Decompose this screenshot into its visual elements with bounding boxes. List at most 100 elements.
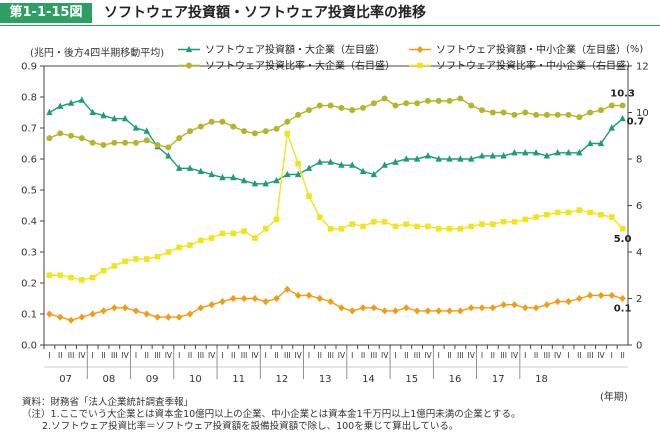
data-point xyxy=(532,149,540,156)
quarter-tick-label: IV xyxy=(554,351,562,360)
note-1: （注）1.ここでいう大企業とは資本金10億円以上の企業、中小企業とは資本金1千万… xyxy=(22,409,521,420)
data-point xyxy=(295,160,301,167)
data-point xyxy=(532,304,540,312)
quarter-tick-label: I xyxy=(567,351,569,360)
data-point xyxy=(121,114,129,122)
data-point xyxy=(241,228,247,234)
data-point xyxy=(511,111,518,118)
data-point xyxy=(89,310,96,318)
data-point xyxy=(489,304,497,312)
year-label: 08 xyxy=(103,374,116,385)
data-point xyxy=(608,124,615,131)
data-point xyxy=(219,173,226,181)
right-tick-label: 0 xyxy=(636,341,642,352)
data-point xyxy=(251,180,259,187)
data-point xyxy=(165,249,172,255)
data-point xyxy=(306,193,312,199)
data-point xyxy=(478,152,486,159)
data-point xyxy=(111,304,118,312)
data-point xyxy=(294,170,302,178)
data-point xyxy=(500,218,507,225)
data-point xyxy=(208,301,215,309)
quarter-tick-label: IV xyxy=(78,351,86,360)
quarter-tick-label: III xyxy=(284,351,291,360)
left-tick-label: 0.3 xyxy=(21,248,37,259)
data-point xyxy=(273,216,280,223)
data-point xyxy=(543,152,551,159)
data-point xyxy=(122,139,129,146)
data-point xyxy=(414,100,421,107)
data-point xyxy=(219,230,226,237)
x-axis-unit: (年期) xyxy=(600,392,628,403)
data-point xyxy=(219,118,226,125)
data-point xyxy=(608,291,615,299)
quarter-tick-label: III xyxy=(457,351,464,360)
data-point xyxy=(262,180,269,187)
quarter-tick-label: III xyxy=(111,351,118,360)
data-point xyxy=(619,114,626,122)
data-point xyxy=(457,307,464,315)
data-point xyxy=(457,155,464,162)
data-point xyxy=(467,304,475,312)
quarter-tick-label: III xyxy=(544,351,551,360)
data-point xyxy=(89,139,96,146)
left-tick-label: 0.0 xyxy=(21,341,37,352)
data-point xyxy=(478,304,486,312)
data-point xyxy=(554,111,561,118)
left-tick-label: 0.2 xyxy=(21,279,37,290)
quarter-tick-label: IV xyxy=(338,351,346,360)
data-point xyxy=(511,218,518,225)
data-point xyxy=(435,97,442,104)
quarter-tick-label: III xyxy=(327,351,334,360)
quarter-tick-label: III xyxy=(587,351,594,360)
quarter-tick-label: II xyxy=(361,351,365,360)
data-point xyxy=(392,158,399,165)
data-point xyxy=(619,294,626,303)
quarter-tick-label: II xyxy=(188,351,192,360)
data-point xyxy=(111,139,118,146)
data-point xyxy=(230,123,237,130)
left-tick-label: 0.6 xyxy=(21,155,37,166)
right-tick-label: 8 xyxy=(636,155,642,166)
right-tick-label: 12 xyxy=(636,62,649,73)
data-point xyxy=(241,128,248,135)
plot-frame xyxy=(43,65,629,346)
data-point xyxy=(435,225,442,232)
left-tick-label: 0.9 xyxy=(21,62,37,73)
data-point xyxy=(446,155,453,162)
data-point xyxy=(576,149,583,156)
quarter-tick-label: III xyxy=(154,351,161,360)
data-point xyxy=(371,218,377,225)
data-point xyxy=(349,107,356,114)
data-point xyxy=(576,114,583,121)
quarter-tick-label: III xyxy=(197,351,204,360)
data-point xyxy=(208,235,215,241)
data-point xyxy=(132,139,139,146)
data-point xyxy=(424,307,432,315)
data-point xyxy=(457,95,464,102)
data-point xyxy=(543,111,550,118)
data-point xyxy=(543,301,551,309)
data-point xyxy=(294,291,302,299)
data-point xyxy=(316,294,323,303)
quarter-tick-label: I xyxy=(178,351,180,360)
quarter-tick-label: IV xyxy=(381,351,389,360)
data-point xyxy=(79,277,85,283)
data-point xyxy=(338,304,345,312)
quarter-tick-label: IV xyxy=(597,351,605,360)
data-point xyxy=(468,223,474,230)
data-point xyxy=(67,316,75,324)
data-point xyxy=(316,214,323,220)
data-point xyxy=(57,130,64,137)
data-point xyxy=(489,152,497,159)
quarter-tick-label: III xyxy=(414,351,421,360)
data-point xyxy=(489,109,496,116)
quarter-tick-label: I xyxy=(611,351,613,360)
data-point xyxy=(46,135,53,142)
data-point xyxy=(121,304,129,312)
figure-header: 第1-1-15図 ソフトウェア投資額・ソフトウェア投資比率の推移 xyxy=(0,0,660,26)
data-point xyxy=(544,212,550,218)
right-tick-label: 4 xyxy=(636,248,642,259)
data-point xyxy=(576,294,583,303)
